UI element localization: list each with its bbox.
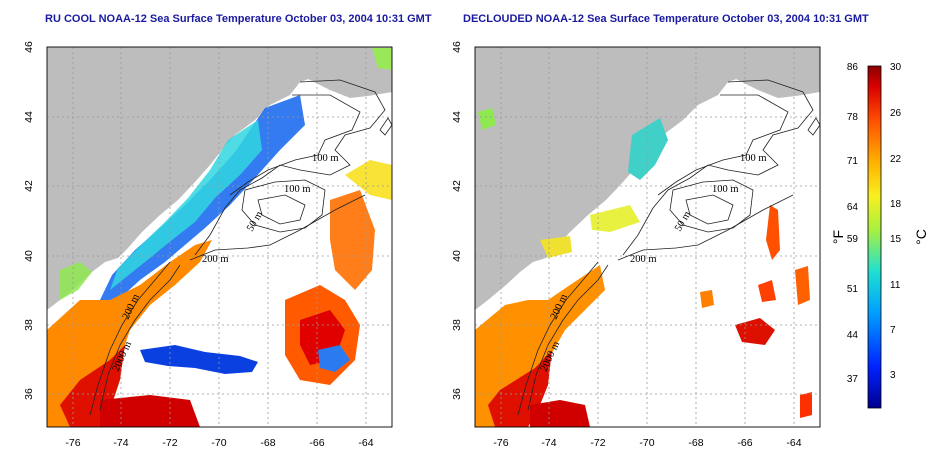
lat-tick: 44	[451, 111, 463, 123]
land-nova-scotia	[728, 60, 820, 98]
panel-title: DECLOUDED NOAA-12 Sea Surface Temperatur…	[463, 13, 869, 25]
c-tick: 15	[890, 234, 902, 245]
sst-imagery	[47, 47, 392, 427]
sst-south-patch	[800, 392, 812, 418]
c-tick: 7	[890, 325, 896, 336]
f-tick: 51	[847, 284, 859, 295]
sst-cyan-band	[110, 120, 262, 290]
contour-label: 200 m	[630, 254, 657, 265]
fahrenheit-unit-label: °F	[830, 230, 846, 244]
lat-tick: 46	[23, 41, 35, 53]
f-tick: 59	[847, 234, 859, 245]
lon-tick: -68	[260, 437, 275, 449]
c-tick: 18	[890, 199, 902, 210]
contour-label: 100 m	[284, 184, 311, 195]
lat-tick: 46	[451, 41, 463, 53]
sst-cyan-shelf	[628, 118, 668, 180]
lon-tick: -64	[358, 437, 373, 449]
c-tick: 11	[890, 280, 901, 291]
f-tick: 78	[847, 112, 859, 123]
lat-tick: 38	[23, 319, 35, 331]
sst-east-patch	[758, 280, 776, 302]
f-tick: 37	[847, 374, 859, 385]
contour-label: 100 m	[312, 153, 339, 164]
f-tick: 71	[847, 156, 859, 167]
celsius-unit-label: °C	[913, 229, 929, 245]
sst-east-band-yellow	[345, 160, 392, 200]
lon-tick: -68	[688, 437, 703, 449]
lon-tick: -66	[737, 437, 752, 449]
c-tick: 22	[890, 154, 902, 165]
lat-tick: 42	[23, 180, 35, 192]
colorbar-gradient	[867, 65, 882, 409]
f-tick: 64	[847, 202, 859, 213]
contour-label: 100 m	[712, 184, 739, 195]
lat-tick: 40	[23, 250, 35, 262]
sst-hot-south	[100, 395, 200, 427]
lon-axis-labels: -76 -74 -72 -70 -68 -66 -64	[493, 437, 801, 449]
temperature-colorbar: 86 78 71 64 59 51 44 37 30 26 22 18 15 1…	[830, 62, 929, 409]
land-mass	[475, 47, 820, 310]
c-tick: 30	[890, 62, 902, 73]
land-nova-scotia	[300, 60, 392, 98]
lon-tick: -74	[113, 437, 128, 449]
sst-eddy-blue	[140, 345, 258, 374]
lon-axis-labels: -76 -74 -72 -70 -68 -66 -64	[65, 437, 373, 449]
panel-left: RU COOL NOAA-12 Sea Surface Temperature …	[23, 13, 432, 449]
sst-yellow-shelf	[590, 205, 640, 232]
lat-axis-labels: 46 44 42 40 38 36	[23, 41, 35, 400]
sst-east-band	[330, 190, 375, 290]
f-tick: 86	[847, 62, 859, 73]
sst-yellow-coast	[540, 236, 572, 258]
sst-green-patch	[60, 262, 92, 300]
lon-tick: -72	[590, 437, 605, 449]
contour-label: 100 m	[740, 153, 767, 164]
sst-north-green	[372, 48, 392, 70]
map-frame	[46, 46, 393, 428]
lon-tick: -66	[309, 437, 324, 449]
sst-hot-south	[530, 400, 590, 427]
lon-tick: -76	[65, 437, 80, 449]
lon-tick: -76	[493, 437, 508, 449]
lon-tick: -70	[211, 437, 226, 449]
sst-far-east	[795, 266, 810, 305]
panel-right: DECLOUDED NOAA-12 Sea Surface Temperatur…	[451, 13, 869, 449]
celsius-ticks: 30 26 22 18 15 11 7 3	[890, 62, 902, 381]
land-mass	[47, 47, 392, 310]
sst-eddy-east-blue	[318, 345, 350, 372]
lat-tick: 38	[451, 319, 463, 331]
lon-tick: -64	[786, 437, 801, 449]
lat-tick: 40	[451, 250, 463, 262]
lat-tick: 36	[23, 388, 35, 400]
lat-tick: 42	[451, 180, 463, 192]
lon-tick: -74	[541, 437, 556, 449]
lat-axis-labels: 46 44 42 40 38 36	[451, 41, 463, 400]
sst-mid-patch	[700, 290, 714, 308]
c-tick: 26	[890, 108, 902, 119]
panel-title: RU COOL NOAA-12 Sea Surface Temperature …	[45, 13, 432, 25]
grid-lines	[47, 47, 392, 427]
bathymetry-contours	[89, 79, 392, 416]
fahrenheit-ticks: 86 78 71 64 59 51 44 37	[847, 62, 859, 385]
c-tick: 3	[890, 370, 896, 381]
map-frame	[474, 46, 821, 428]
lat-tick: 36	[451, 388, 463, 400]
lat-tick: 44	[23, 111, 35, 123]
lon-tick: -70	[639, 437, 654, 449]
contour-label: 200 m	[202, 254, 229, 265]
sst-green-patch	[478, 108, 496, 130]
sst-east-streak	[766, 205, 780, 260]
lon-tick: -72	[162, 437, 177, 449]
grid-lines	[475, 47, 820, 427]
bathymetry-contours	[517, 79, 820, 416]
f-tick: 44	[847, 330, 859, 341]
